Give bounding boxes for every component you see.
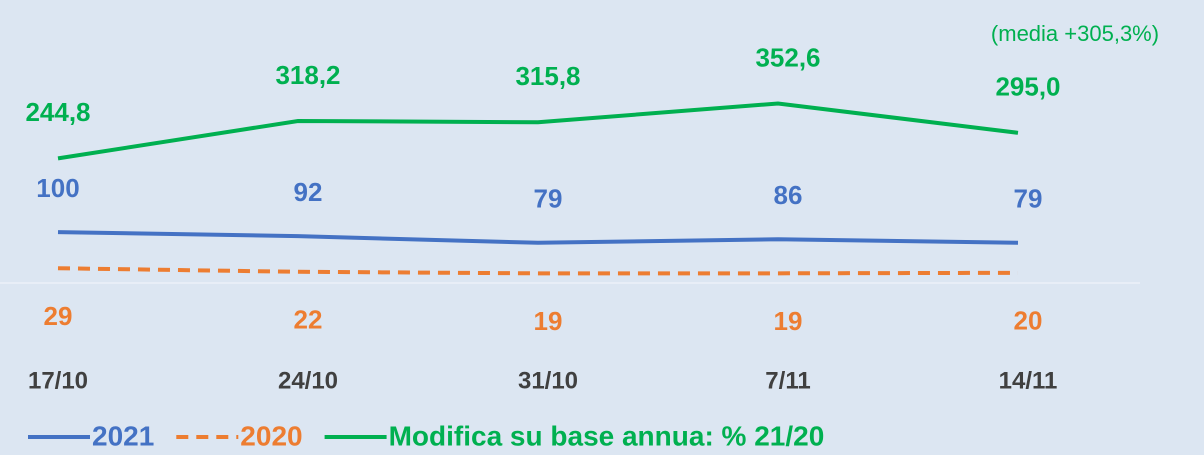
data-label: 19 <box>774 306 803 336</box>
data-label: 295,0 <box>995 72 1060 102</box>
legend-label: 2021 <box>92 420 154 451</box>
data-label: 79 <box>534 184 563 214</box>
data-label: 352,6 <box>755 42 820 72</box>
data-label: 318,2 <box>275 60 340 90</box>
data-label: 20 <box>1014 306 1043 336</box>
x-tick-label: 31/10 <box>518 367 578 394</box>
x-tick-label: 7/11 <box>765 367 810 394</box>
legend-label: 2020 <box>240 420 302 451</box>
x-tick-label: 14/11 <box>999 367 1058 394</box>
data-label: 29 <box>44 301 73 331</box>
legend-label: Modifica su base annua: % 21/20 <box>389 420 825 451</box>
series-line <box>57 266 1019 276</box>
data-label: 79 <box>1014 184 1043 214</box>
series-line <box>57 230 1019 245</box>
x-tick-label: 24/10 <box>278 367 338 394</box>
data-label: 86 <box>774 180 803 210</box>
data-label: 22 <box>294 305 323 335</box>
data-label: 19 <box>534 306 563 336</box>
data-label: 92 <box>294 177 323 207</box>
annotation: (media +305,3%) <box>991 21 1159 46</box>
series-line <box>57 101 1019 161</box>
data-label: 244,8 <box>25 97 90 127</box>
data-label: 100 <box>36 173 79 203</box>
x-tick-label: 17/10 <box>28 367 88 394</box>
data-label: 315,8 <box>515 61 580 91</box>
